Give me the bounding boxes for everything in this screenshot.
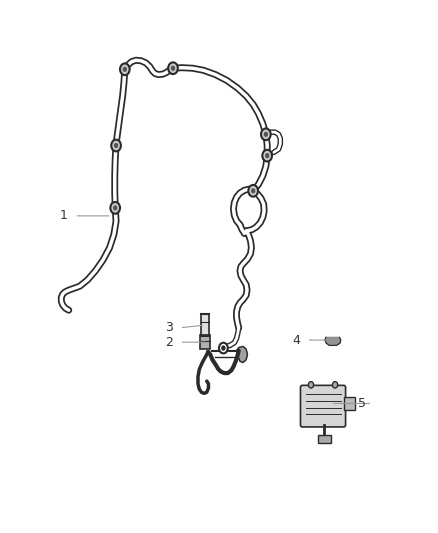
Text: 2: 2 xyxy=(165,336,173,349)
Circle shape xyxy=(123,67,127,72)
Circle shape xyxy=(264,132,268,137)
Circle shape xyxy=(120,63,130,75)
Bar xyxy=(318,435,331,443)
Polygon shape xyxy=(325,337,341,345)
Circle shape xyxy=(251,188,255,193)
Circle shape xyxy=(261,128,271,140)
Polygon shape xyxy=(237,346,247,362)
Text: 4: 4 xyxy=(292,334,300,346)
Circle shape xyxy=(113,205,117,211)
Circle shape xyxy=(219,343,228,353)
Circle shape xyxy=(111,140,121,151)
FancyBboxPatch shape xyxy=(300,385,346,427)
Text: 5: 5 xyxy=(358,397,366,410)
Circle shape xyxy=(262,150,272,161)
Circle shape xyxy=(114,143,118,148)
Bar xyxy=(200,335,210,349)
Circle shape xyxy=(265,153,269,158)
Circle shape xyxy=(332,382,338,388)
Bar xyxy=(201,314,209,336)
Circle shape xyxy=(221,345,226,351)
Text: 1: 1 xyxy=(60,209,68,222)
Circle shape xyxy=(171,66,175,71)
Bar xyxy=(344,397,355,410)
Circle shape xyxy=(308,382,314,388)
Circle shape xyxy=(168,62,178,74)
Circle shape xyxy=(248,185,258,197)
Text: 3: 3 xyxy=(165,321,173,334)
Circle shape xyxy=(110,202,120,214)
